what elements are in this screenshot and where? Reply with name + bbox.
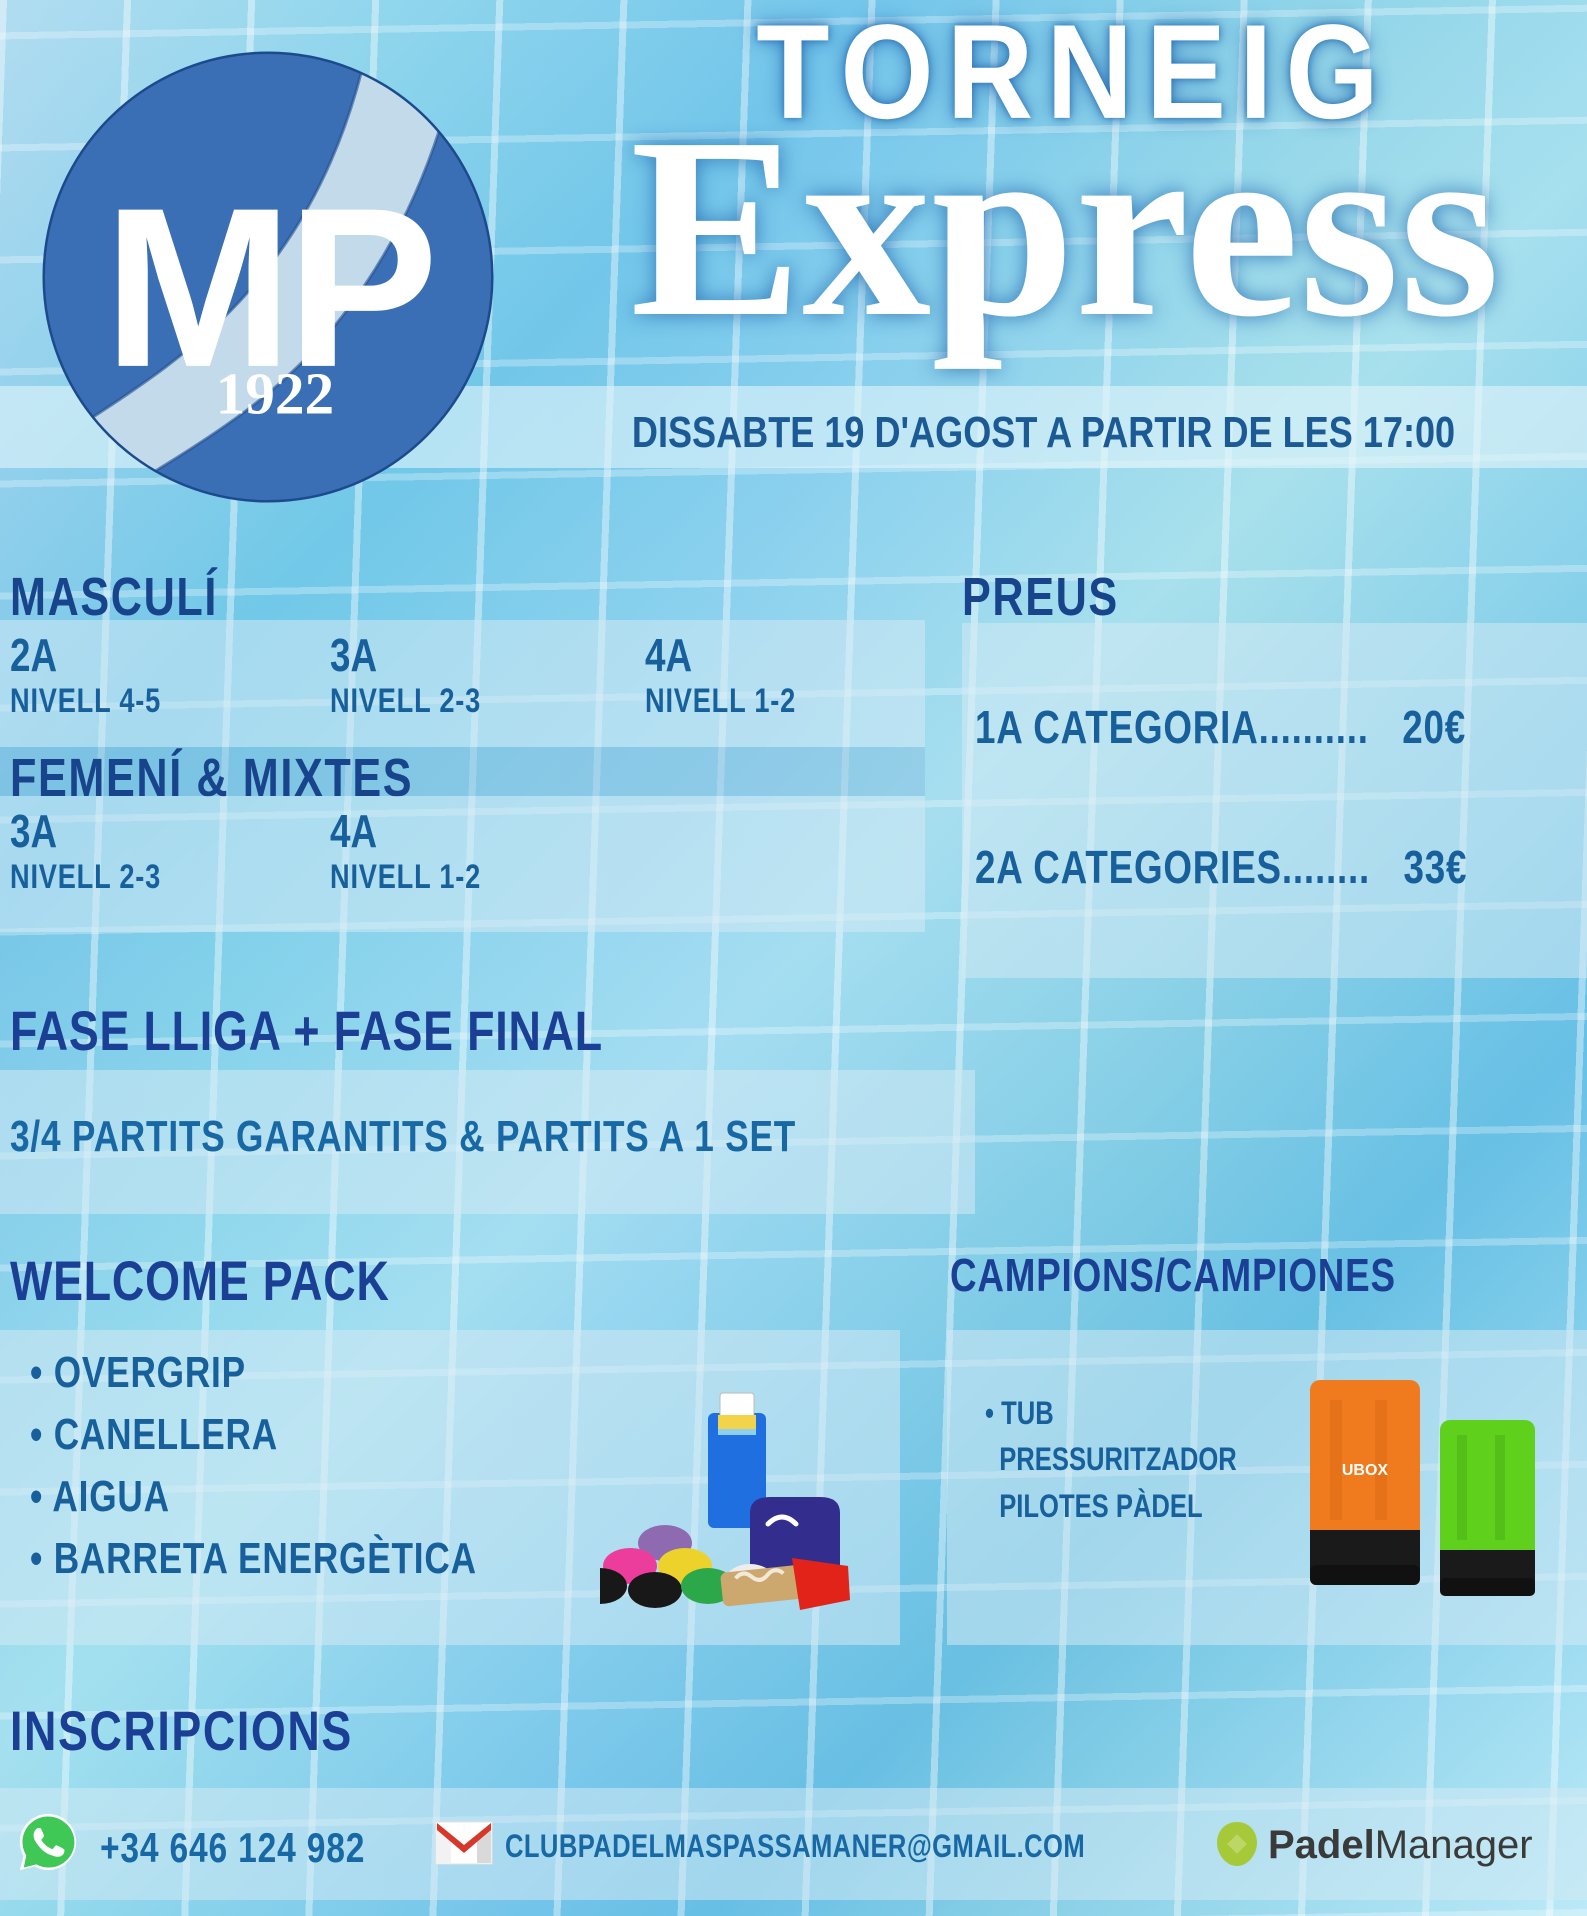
svg-text:UBOX: UBOX bbox=[1342, 1462, 1389, 1479]
svg-text:1922: 1922 bbox=[216, 360, 335, 426]
